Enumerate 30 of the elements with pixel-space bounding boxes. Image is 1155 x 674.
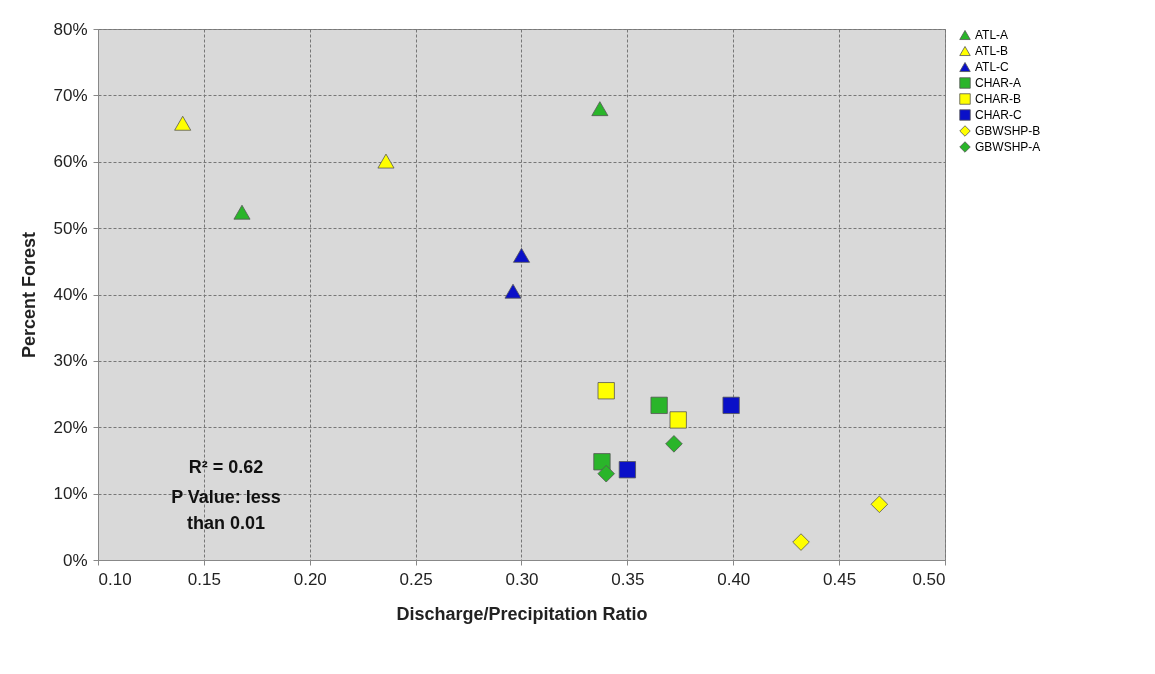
legend-label: CHAR-C — [975, 108, 1022, 122]
y-tick-label: 30% — [53, 351, 88, 371]
legend-label: ATL-C — [975, 60, 1010, 74]
legend-label: CHAR-B — [975, 92, 1022, 106]
y-axis-title: Percent Forest — [19, 231, 40, 359]
y-tick-label: 40% — [53, 285, 88, 304]
x-tick-label: 0.10 — [98, 569, 132, 589]
x-tick-label: 0.25 — [399, 569, 433, 589]
x-axis-title: Discharge/Precipitation Ratio — [396, 603, 648, 624]
y-tick-label: 50% — [53, 218, 88, 238]
legend-label: GBWSHP-A — [975, 140, 1041, 154]
legend-label: ATL-B — [975, 44, 1009, 58]
x-tick-label: 0.30 — [505, 569, 539, 589]
legend-label: CHAR-A — [975, 76, 1022, 90]
x-tick-label: 0.50 — [912, 569, 946, 589]
legend-label: GBWSHP-B — [975, 124, 1041, 138]
y-tick-label: 20% — [53, 417, 88, 437]
x-tick-label: 0.15 — [187, 569, 221, 589]
y-tick-label: 70% — [53, 85, 88, 105]
annotation: P Value: less than 0.01 — [171, 487, 281, 533]
legend-label: ATL-A — [975, 28, 1009, 42]
y-tick-label: 10% — [53, 484, 88, 504]
x-tick-label: 0.40 — [717, 569, 751, 589]
y-tick-label: 60% — [53, 152, 88, 172]
annotation: R² = 0.62 — [188, 457, 264, 477]
x-tick-label: 0.45 — [823, 569, 857, 589]
y-tick-label: 0% — [62, 550, 88, 570]
x-tick-label: 0.35 — [611, 569, 645, 589]
y-tick-label: 80% — [53, 19, 88, 39]
x-tick-label: 0.20 — [293, 569, 327, 589]
